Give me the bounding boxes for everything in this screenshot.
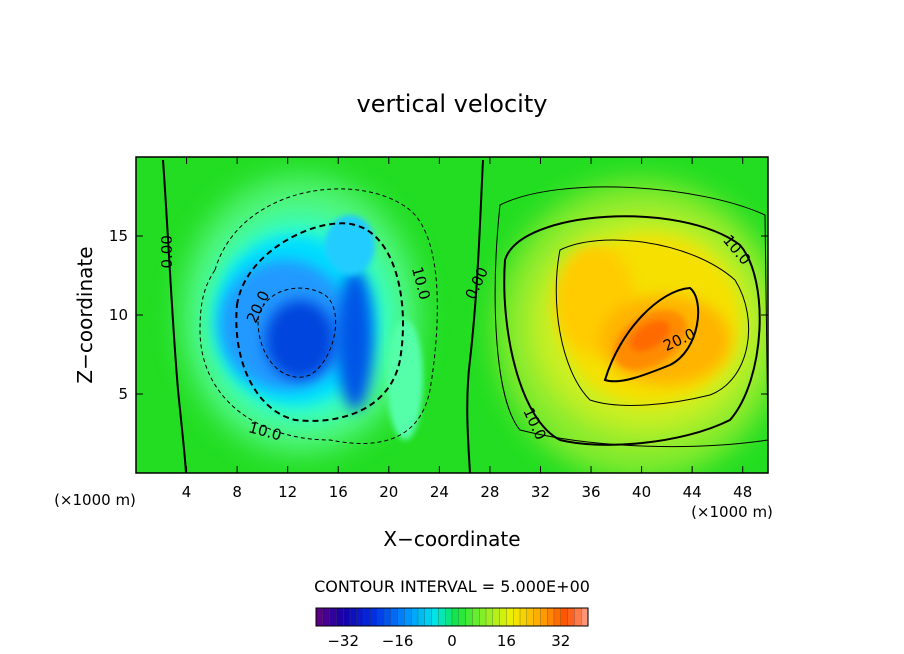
contour-zero-center <box>466 159 484 473</box>
downdraft-core-2 <box>337 270 373 410</box>
colorbar-cell <box>519 607 528 627</box>
colorbar-cell <box>526 607 535 627</box>
colorbar-cell <box>499 607 507 627</box>
y-axis-label: Z−coordinate <box>73 246 97 383</box>
contour-lines <box>162 159 768 473</box>
colorbar-cell <box>506 607 514 627</box>
x-tick-label: 32 <box>531 483 550 501</box>
colorbar-cell <box>567 607 575 627</box>
downdraft-core-1 <box>265 300 335 380</box>
velocity-field <box>136 157 768 473</box>
x-tick-label: 4 <box>182 483 192 501</box>
x-axis-ticks: 4 8 12 16 20 24 28 32 36 40 44 48 <box>182 157 752 501</box>
colorbar-frame <box>315 607 589 627</box>
contour-pos10 <box>503 215 761 446</box>
colorbar-cell <box>445 607 453 627</box>
colorbar-cell <box>417 607 426 627</box>
x-tick-label: 28 <box>480 483 499 501</box>
downdraft-upper <box>325 215 375 275</box>
updraft-hot-core <box>630 320 670 352</box>
x-tick-label: 8 <box>232 483 242 501</box>
x-unit-label-right: (×1000 m) <box>691 503 773 521</box>
colorbar-tick-label: −32 <box>327 632 359 650</box>
x-axis-label: X−coordinate <box>383 527 520 551</box>
colorbar-cell <box>472 607 480 627</box>
y-tick-label: 10 <box>109 306 128 324</box>
colorbar-cell <box>322 607 331 627</box>
colorbar-cell <box>383 607 392 627</box>
contour-pos5 <box>494 186 768 448</box>
colorbar-cell <box>370 607 378 627</box>
colorbar-cell <box>397 607 405 627</box>
colorbar-cell <box>356 607 365 627</box>
x-tick-label: 16 <box>329 483 348 501</box>
chart-title: vertical velocity <box>357 90 548 118</box>
colorbar-cell <box>336 607 344 627</box>
colorbar-cell <box>390 607 399 627</box>
colorbar-cell <box>411 607 419 627</box>
colorbar-tick-labels: −32 −16 0 16 32 <box>327 632 570 650</box>
colorbar-cell <box>349 607 358 627</box>
x-tick-label: 48 <box>733 483 752 501</box>
colorbar-cell <box>438 607 446 627</box>
colorbar-cell <box>513 607 521 627</box>
colorbar-cell <box>553 607 562 627</box>
x-tick-label: 36 <box>581 483 600 501</box>
colorbar-tick-label: −16 <box>382 632 414 650</box>
colorbar-cell <box>377 607 385 627</box>
x-tick-label: 20 <box>379 483 398 501</box>
colorbar-cell <box>533 607 541 627</box>
colorbar-cell <box>547 607 555 627</box>
colorbar-cell <box>363 607 371 627</box>
contour-pos20 <box>603 286 700 383</box>
contour-interval-text: CONTOUR INTERVAL = 5.000E+00 <box>314 577 590 596</box>
x-unit-label-left: (×1000 m) <box>54 491 136 509</box>
colorbar-cell <box>329 607 337 627</box>
y-axis-ticks: 5 10 15 <box>109 227 768 403</box>
x-tick-label: 44 <box>683 483 702 501</box>
colorbar-cell <box>574 607 582 627</box>
colorbar-tick-label: 16 <box>497 632 516 650</box>
colorbar-cell <box>404 607 412 627</box>
contour-zero-left <box>162 159 187 473</box>
downdraft-region <box>180 175 423 455</box>
colorbar-cell <box>540 607 548 627</box>
colorbar-cell <box>458 607 467 627</box>
colorbar-cell <box>343 607 351 627</box>
contour-neg25 <box>257 287 337 378</box>
colorbar-cell <box>560 607 569 627</box>
y-tick-label: 5 <box>118 385 128 403</box>
colorbar-cell <box>492 607 501 627</box>
colorbar-cell <box>451 607 460 627</box>
colorbar <box>315 607 589 627</box>
contour-label: 0.00 <box>158 235 176 268</box>
colorbar-tick-label: 32 <box>551 632 570 650</box>
colorbar-cell <box>465 607 473 627</box>
x-tick-label: 24 <box>430 483 449 501</box>
y-tick-label: 15 <box>109 227 128 245</box>
colorbar-cell <box>485 607 494 627</box>
x-tick-label: 12 <box>278 483 297 501</box>
contour-pos15 <box>555 239 750 406</box>
colorbar-cell <box>424 607 433 627</box>
contour-neg10 <box>199 188 438 444</box>
x-tick-label: 40 <box>632 483 651 501</box>
colorbar-cell <box>581 607 589 627</box>
downdraft-streaks <box>387 320 423 440</box>
colorbar-cell <box>479 607 487 627</box>
colorbar-tick-label: 0 <box>447 632 457 650</box>
colorbar-cell <box>431 607 439 627</box>
colorbar-cell <box>315 607 324 627</box>
